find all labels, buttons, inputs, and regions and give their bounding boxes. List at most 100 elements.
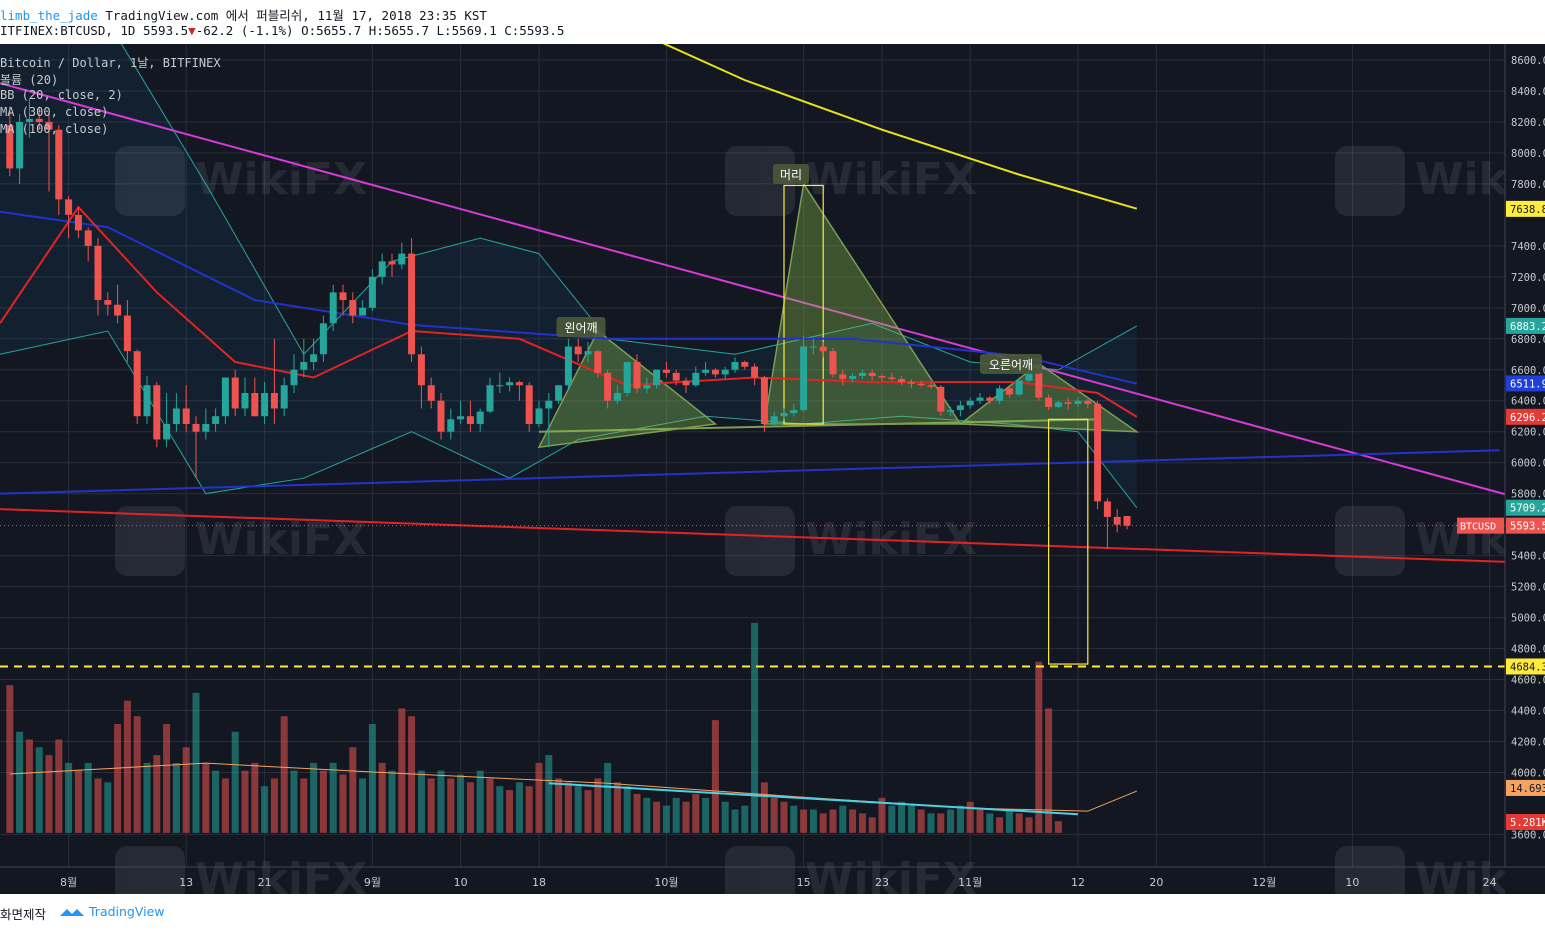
candle-body [104, 300, 112, 305]
candle-body [388, 261, 396, 265]
candle-body [16, 121, 24, 169]
footer: 화면제작 TradingView [0, 894, 1545, 930]
candle-body [996, 388, 1004, 401]
candle-body [888, 377, 896, 380]
candle-body [496, 385, 504, 387]
candle-body [506, 382, 514, 386]
volume-bar [594, 778, 602, 833]
volume-bar [751, 622, 759, 833]
trendline [0, 449, 1500, 495]
price-label: 5709.2 [1510, 503, 1545, 515]
target-box [783, 184, 824, 425]
volume-bar [633, 793, 641, 833]
candle-body [829, 351, 837, 375]
tradingview-brand[interactable]: TradingView [89, 904, 165, 919]
volume-bar [1025, 817, 1033, 833]
price-label-bg [1506, 779, 1545, 796]
volume-bar [555, 778, 563, 833]
candle-body [417, 354, 425, 386]
watermark-logo-icon [1335, 846, 1405, 894]
volume-bar [574, 786, 582, 833]
volume-bar [368, 723, 376, 833]
volume-bar [937, 813, 945, 833]
candle-body [6, 125, 14, 169]
candle-body [368, 276, 376, 308]
candle-body [84, 230, 92, 246]
volume-bar [94, 778, 102, 833]
candle-body [45, 121, 53, 130]
volume-bar [172, 762, 180, 833]
price-tick-label: 7200.0 [1511, 272, 1545, 284]
volume-bar [760, 782, 768, 833]
volume-bar [84, 762, 92, 833]
candle-body [898, 379, 906, 383]
price-tick-label: 8400.0 [1511, 86, 1545, 98]
candle-body [839, 374, 847, 380]
volume-bar [780, 801, 788, 833]
price-tick-label: 6000.0 [1511, 458, 1545, 470]
price-label-bg [1506, 375, 1545, 392]
price-tick-label: 6800.0 [1511, 334, 1545, 346]
volume-bar [545, 755, 553, 833]
watermark-text: WikiFX [805, 854, 977, 894]
candle-body [1123, 516, 1131, 526]
volume-bar [153, 755, 161, 833]
volume-bar [329, 762, 337, 833]
price-tick-label: 8000.0 [1511, 148, 1545, 160]
watermark-logo-icon [725, 846, 795, 894]
watermark-logo-icon [1335, 506, 1405, 576]
volume-bar [643, 797, 651, 833]
volume-bar [16, 731, 24, 833]
time-tick-label: 12 [1071, 876, 1085, 889]
candle-body [809, 346, 817, 348]
watermark-logo-icon [115, 506, 185, 576]
price-label-bg [1506, 814, 1545, 831]
volume-bar [839, 805, 847, 833]
volume-bar [525, 786, 533, 833]
candle-body [212, 416, 220, 424]
volume-bar [564, 782, 572, 833]
volume-bar [829, 809, 837, 833]
volume-bar [702, 797, 710, 833]
volume-bar [398, 708, 406, 833]
volume-bar [261, 786, 269, 833]
left-shoulder-label-bg [556, 317, 606, 337]
volume-bar [378, 762, 386, 833]
candle-body [770, 416, 778, 424]
candle-body [270, 392, 278, 409]
time-tick-label: 12월 [1252, 876, 1276, 889]
volume-bar [966, 801, 974, 833]
candle-body [300, 362, 308, 370]
candle-body [564, 346, 572, 386]
volume-bar [672, 797, 680, 833]
price-tick-label: 7800.0 [1511, 179, 1545, 191]
price-tick-label: 4000.0 [1511, 767, 1545, 779]
volume-bar [623, 786, 631, 833]
symbol-line: ITFINEX:BTCUSD, 1D 5593.5▼-62.2 (-1.1%) … [0, 23, 564, 38]
candle-body [1035, 372, 1043, 398]
chart-area[interactable]: WikiFX WikiFX WikiFX WikiFX WikiFX WikiFX Wiki… [0, 44, 1545, 894]
volume-bar [682, 801, 690, 833]
candle-body [545, 400, 553, 409]
time-tick-label: 10월 [654, 876, 678, 889]
candle-body [466, 416, 474, 424]
price-label: 5593.5 [1510, 521, 1545, 533]
volume-bar [956, 805, 964, 833]
candle-body [878, 375, 886, 378]
author-link[interactable]: limb_the_jade [0, 8, 98, 23]
candle-body [319, 323, 327, 355]
candle-body [731, 362, 739, 370]
candle-body [800, 346, 808, 411]
candle-body [153, 385, 161, 440]
price-tick-label: 5800.0 [1511, 489, 1545, 501]
volume-bar [1054, 821, 1062, 833]
candle-body [947, 410, 955, 412]
volume-bar [25, 739, 33, 833]
candle-body [907, 382, 915, 384]
price-chart[interactable]: WikiFX WikiFX WikiFX WikiFX WikiFX WikiFX Wiki… [0, 44, 1545, 894]
watermark: WikiFX [115, 146, 367, 216]
candle-body [868, 372, 876, 376]
symbol-info: ITFINEX:BTCUSD, 1D 5593.5 [0, 23, 189, 38]
candle-body [574, 346, 582, 355]
candle-body [633, 362, 641, 389]
